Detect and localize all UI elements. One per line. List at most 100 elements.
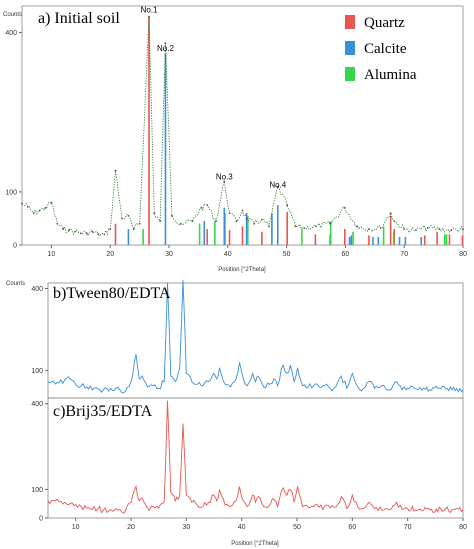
data-point [103,233,106,236]
data-point [85,232,88,235]
data-point [138,500,140,502]
data-point [108,390,110,392]
data-point [289,364,291,366]
data-point [68,229,70,232]
x-tick-label: 10 [48,251,56,258]
data-point [97,388,99,389]
data-point [47,381,49,382]
data-point [223,180,226,183]
data-point [286,204,289,207]
data-point [239,486,240,487]
data-point [396,381,397,382]
data-point [286,372,288,374]
data-point [62,228,65,230]
data-point [415,229,417,232]
data-point [147,386,149,388]
y-tick-label: 100 [5,189,17,196]
data-point [340,375,342,377]
data-point [230,386,232,388]
data-point [75,383,77,385]
data-point [215,220,217,223]
peak-label: No.2 [157,44,174,53]
data-point [179,222,182,225]
data-point [208,501,209,503]
data-point [235,378,237,380]
data-point [141,497,143,499]
data-point [346,388,348,389]
data-point [396,501,397,503]
legend-swatch-alumina [345,67,355,81]
data-point [152,385,154,387]
x-tick-label: 50 [293,524,301,531]
data-point [206,204,209,207]
panel-a: Counts 10 20 30 40 50 60 70 80 0 100 400 a) Initi… [3,6,467,273]
data-point [208,381,209,382]
data-point [307,506,309,508]
data-point [286,494,288,496]
data-point [200,206,203,209]
data-point [219,367,220,369]
data-point [451,509,453,511]
data-point [219,489,220,490]
data-point [179,367,181,369]
data-point [282,487,284,489]
data-point [109,228,112,230]
data-point [153,212,156,215]
data-point [294,225,297,228]
data-point [246,506,248,507]
data-point [47,500,49,502]
data-point [135,353,137,355]
data-point [69,378,71,380]
data-point [346,508,348,509]
data-point [235,220,238,223]
y-tick-label: 100 [31,368,43,375]
data-point [239,362,240,363]
data-point [429,389,431,391]
data-point [451,389,453,391]
data-point [329,222,332,225]
data-point [191,220,194,223]
data-point [185,372,187,374]
data-point [302,506,303,507]
data-point [79,232,82,235]
data-point [276,185,279,188]
data-point [119,389,121,391]
data-point [368,228,370,230]
x-tick-label: 20 [127,524,135,531]
data-point [440,508,442,510]
panel-a-legend: Quartz Calcite Alumina [345,15,417,83]
data-point [357,386,359,388]
data-point [102,389,104,391]
data-point [174,500,176,502]
data-point [418,509,420,510]
data-point [158,388,160,389]
data-point [324,385,326,387]
y-tick-label: 400 [31,286,43,293]
data-point [152,506,154,507]
legend-label-calcite: Calcite [364,41,407,57]
data-point [241,209,244,212]
data-point [202,506,204,507]
data-point [462,509,464,511]
data-point [257,375,259,377]
data-point [228,212,231,215]
data-point [379,227,382,229]
data-point [343,206,346,209]
data-point [159,220,162,223]
data-point [102,509,104,511]
data-point [389,212,392,215]
data-point [182,279,184,281]
data-point [277,385,279,387]
data-point [273,499,275,500]
data-point [125,390,126,392]
data-point [64,379,65,381]
x-tick-label: 80 [459,524,467,531]
data-point [277,506,279,507]
data-point [252,494,254,496]
data-point [197,383,198,385]
data-point [58,501,60,502]
data-point [91,389,93,391]
data-point [191,381,193,382]
data-point [163,381,165,382]
